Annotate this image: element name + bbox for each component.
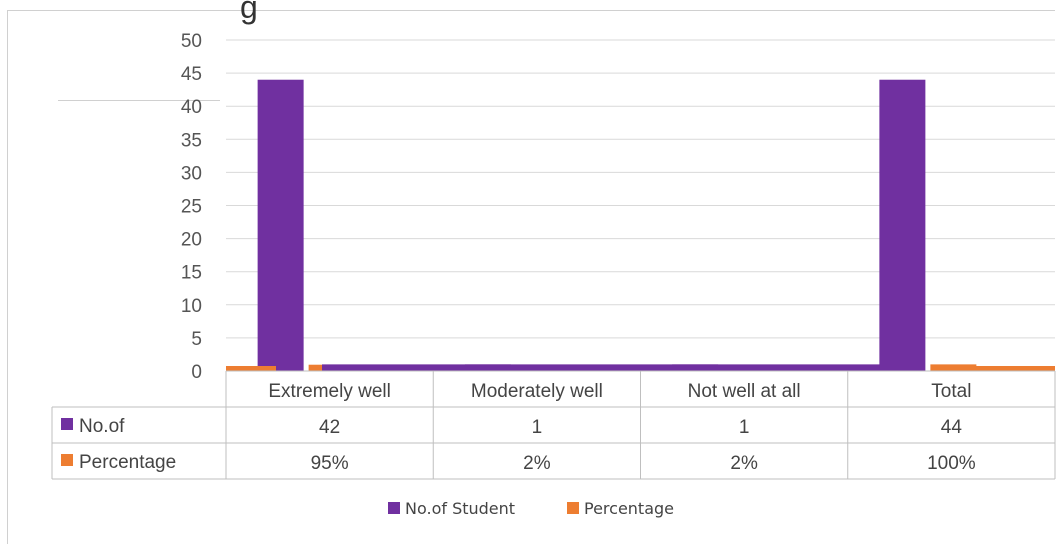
y-tick-label: 40 bbox=[181, 97, 202, 118]
x-category-label: Extremely well bbox=[268, 381, 390, 402]
y-tick-label: 25 bbox=[181, 197, 202, 218]
y-tick-label: 45 bbox=[181, 64, 202, 85]
table-value: 1 bbox=[532, 417, 543, 438]
y-tick-label: 5 bbox=[191, 329, 202, 350]
y-tick-label: 10 bbox=[181, 296, 202, 317]
bar-1-student bbox=[257, 79, 304, 371]
legend-key bbox=[567, 502, 579, 514]
divider-line bbox=[58, 100, 220, 101]
legend-label: No.of Student bbox=[405, 499, 515, 518]
legend-key bbox=[388, 502, 400, 514]
table-value: 2% bbox=[523, 453, 551, 474]
x-category-label: Total bbox=[931, 381, 971, 402]
x-category-label: Not well at all bbox=[688, 381, 801, 402]
legend-label: Percentage bbox=[584, 499, 674, 518]
table-row-label: No.of bbox=[79, 416, 125, 437]
chart-title-fragment: g bbox=[240, 0, 258, 25]
table-value: 44 bbox=[941, 417, 963, 438]
y-tick-label: 20 bbox=[181, 230, 202, 251]
y-tick-label: 35 bbox=[181, 130, 202, 151]
table-value: 100% bbox=[927, 453, 976, 474]
y-tick-label: 50 bbox=[181, 31, 202, 52]
y-tick-label: 30 bbox=[181, 163, 202, 184]
table-row-label: Percentage bbox=[79, 452, 176, 473]
percentage-band-right bbox=[939, 366, 1055, 371]
chart-frame: g bbox=[7, 0, 1055, 544]
bar-4-student bbox=[879, 79, 926, 371]
y-tick-label: 0 bbox=[191, 362, 202, 383]
table-value: 95% bbox=[311, 453, 349, 474]
table-value: 2% bbox=[730, 453, 758, 474]
table-legend-key bbox=[61, 418, 73, 430]
table-value: 1 bbox=[739, 417, 750, 438]
y-tick-label: 15 bbox=[181, 263, 202, 284]
table-value: 42 bbox=[319, 417, 340, 438]
student-low-band bbox=[322, 364, 892, 371]
x-category-label: Moderately well bbox=[471, 381, 603, 402]
table-legend-key bbox=[61, 454, 73, 466]
percentage-band-left bbox=[226, 366, 276, 371]
